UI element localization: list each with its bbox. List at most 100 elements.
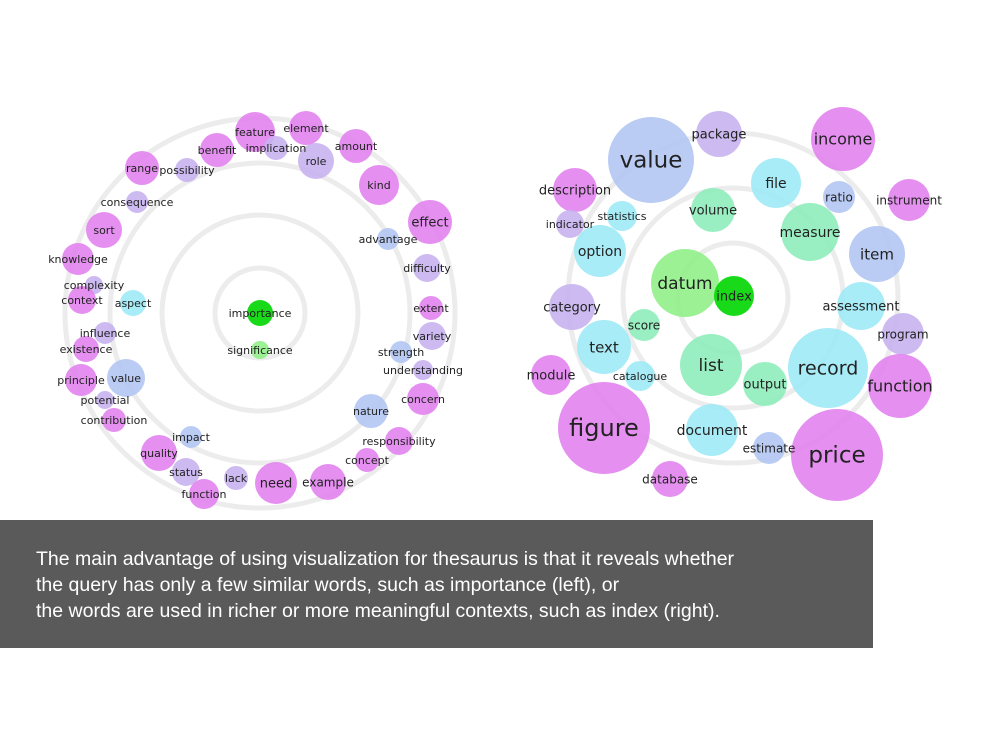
left-word-amount: amount [335, 140, 378, 153]
left-word-advantage: advantage [359, 233, 418, 246]
right-bubble-index [714, 276, 754, 316]
left-word-responsibility: responsibility [362, 435, 436, 448]
left-word-nature: nature [353, 405, 389, 418]
left-word-quality: quality [140, 447, 178, 460]
left-word-graph: importance significance feature element impl… [48, 111, 463, 509]
right-word-option: option [578, 244, 622, 260]
right-bubble-price [791, 409, 883, 501]
left-word-context: context [61, 294, 103, 307]
left-bubble-amount [339, 129, 373, 163]
left-word-range: range [126, 162, 158, 175]
left-word-existence: existence [60, 343, 113, 356]
left-word-implication: implication [246, 142, 307, 155]
right-bubble-list [680, 334, 742, 396]
right-word-function: function [867, 377, 932, 396]
left-bubble-possibility [175, 158, 199, 182]
right-word-volume: volume [689, 204, 737, 219]
left-bubble-existence [73, 336, 99, 362]
right-word-index: index [716, 290, 752, 305]
thesaurus-visualization: importance significance feature element impl… [48, 107, 942, 511]
right-bubble-program [882, 313, 924, 355]
left-bubble-kind [359, 165, 399, 205]
right-word-datum: datum [657, 274, 712, 294]
left-bubble-effect [408, 200, 452, 244]
right-bubble-assessment [837, 282, 885, 330]
left-word-aspect: aspect [115, 297, 152, 310]
right-bubble-record [788, 328, 868, 408]
left-bubble-range [125, 151, 159, 185]
caption-line-3: the words are used in richer or more mea… [36, 600, 720, 622]
left-bubble-aspect [120, 290, 146, 316]
left-bubble-principle [65, 364, 97, 396]
left-word-feature: feature [235, 126, 275, 139]
left-bubble-knowledge [62, 243, 94, 275]
left-bubble-importance [247, 300, 273, 326]
left-word-variety: variety [413, 330, 452, 343]
right-bubble-ratio [823, 181, 855, 213]
left-bubble-advantage [377, 228, 399, 250]
left-word-example: example [302, 476, 354, 490]
right-word-item: item [860, 246, 894, 264]
right-bubble-category [549, 284, 595, 330]
left-word-influence: influence [80, 327, 131, 340]
left-word-principle: principle [57, 374, 105, 387]
left-word-sort: sort [93, 224, 115, 237]
right-word-measure: measure [779, 225, 840, 241]
left-word-strength: strength [378, 346, 424, 359]
right-bubble-figure [558, 382, 650, 474]
left-bubble-status [172, 458, 200, 486]
left-word-extent: extent [413, 302, 449, 315]
right-word-file: file [765, 176, 786, 192]
left-bubble-consequence [126, 191, 148, 213]
right-word-ratio: ratio [825, 191, 853, 205]
left-word-potential: potential [81, 394, 130, 407]
right-bubble-datum [651, 249, 719, 317]
left-bubble-responsibility [385, 427, 413, 455]
left-word-knowledge: knowledge [48, 253, 108, 266]
right-word-category: category [543, 301, 601, 316]
left-word-function: function [182, 488, 227, 501]
right-word-package: package [692, 128, 747, 143]
left-word-effect: effect [411, 216, 448, 231]
right-bubble-document [686, 404, 738, 456]
right-bubble-database [652, 461, 688, 497]
right-word-record: record [798, 358, 859, 380]
left-bubble-implication [264, 136, 288, 160]
right-bubble-output [743, 362, 787, 406]
right-word-program: program [877, 328, 928, 342]
right-word-description: description [539, 184, 611, 199]
left-bubble-influence [94, 322, 116, 344]
left-word-significance: significance [227, 344, 293, 357]
right-word-price: price [808, 443, 865, 469]
right-bubble-statistics [607, 201, 637, 231]
left-word-impact: impact [172, 431, 211, 444]
left-bubble-extent [419, 296, 443, 320]
right-word-score: score [628, 319, 660, 333]
caption-text: The main advantage of using visualizatio… [36, 546, 866, 624]
right-bubble-function [868, 354, 932, 418]
left-bubble-example [310, 464, 346, 500]
right-word-database: database [642, 473, 698, 487]
right-word-output: output [744, 378, 787, 393]
left-bubble-understanding [413, 360, 433, 380]
left-bubble-element [289, 111, 323, 145]
right-word-text: text [589, 339, 619, 357]
right-word-module: module [527, 369, 576, 384]
right-bubble-description [553, 168, 597, 212]
right-word-value: value [620, 148, 683, 174]
caption-line-1: The main advantage of using visualizatio… [36, 548, 735, 570]
right-bubble-value [608, 117, 694, 203]
right-word-assessment: assessment [822, 300, 899, 315]
right-bubble-option [574, 225, 626, 277]
right-bubble-estimate [753, 432, 785, 464]
left-bubble-variety [418, 322, 446, 350]
left-bubble-lack [224, 466, 248, 490]
right-word-indicator: indicator [546, 218, 595, 231]
left-word-consequence: consequence [101, 196, 174, 209]
right-word-statistics: statistics [597, 210, 646, 223]
right-word-figure: figure [569, 414, 639, 442]
right-bubble-module [531, 355, 571, 395]
left-bubble-feature [235, 112, 275, 152]
left-bubble-benefit [200, 133, 234, 167]
left-bubble-difficulty [413, 254, 441, 282]
